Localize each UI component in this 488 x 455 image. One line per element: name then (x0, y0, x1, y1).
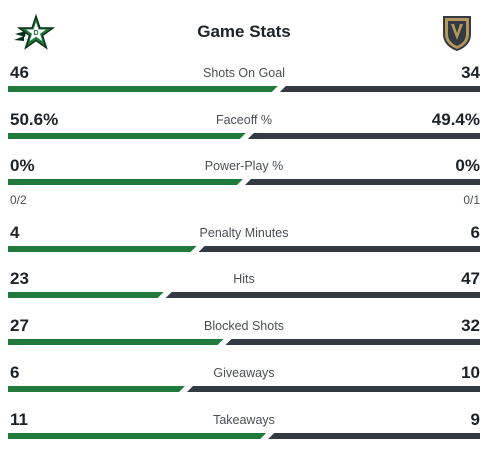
dallas-stars-logo: D (14, 14, 56, 50)
stat-row: 6 Giveaways 10 (0, 362, 488, 408)
comparison-bar (8, 386, 480, 392)
stats-header: D Game Stats (0, 0, 488, 66)
home-bar (8, 292, 164, 298)
home-value: 4 (10, 223, 20, 242)
comparison-bar (8, 86, 480, 92)
stat-row: 11 Takeaways 9 (0, 409, 488, 455)
home-value: 11 (10, 410, 28, 429)
away-bar (247, 133, 480, 139)
away-value: 0% (455, 156, 480, 175)
stat-row: 27 Blocked Shots 32 (0, 315, 488, 361)
away-bar (225, 339, 480, 345)
away-bar (279, 86, 480, 92)
stat-label: Takeaways (213, 413, 275, 427)
away-sub-value: 0/1 (463, 193, 480, 207)
comparison-bar (8, 179, 480, 185)
stat-label: Faceoff % (215, 113, 273, 127)
home-bar (8, 179, 243, 185)
home-value: 46 (10, 63, 29, 82)
comparison-bar (8, 246, 480, 252)
home-value: 0% (10, 156, 35, 175)
away-bar (165, 292, 480, 298)
home-value: 27 (10, 316, 29, 335)
home-bar (8, 339, 224, 345)
home-bar (8, 246, 197, 252)
stat-row: 50.6% Faceoff % 49.4% (0, 109, 488, 155)
page-title: Game Stats (197, 22, 291, 41)
stat-row: 4 Penalty Minutes 6 (0, 222, 488, 268)
home-value: 50.6% (10, 110, 59, 129)
away-bar (187, 386, 480, 392)
stat-label: Hits (233, 272, 255, 286)
stat-label: Blocked Shots (204, 319, 284, 333)
comparison-bar (8, 339, 480, 345)
away-value: 6 (470, 223, 480, 242)
home-bar (8, 386, 185, 392)
home-value: 23 (10, 269, 29, 288)
home-sub-value: 0/2 (10, 193, 27, 207)
away-bar (198, 246, 480, 252)
stat-label: Penalty Minutes (199, 226, 289, 240)
stat-label: Shots On Goal (203, 66, 285, 80)
stat-row: 0% Power-Play % 0% 0/2 0/1 (0, 155, 488, 207)
away-value: 34 (461, 63, 480, 82)
home-bar (8, 86, 278, 92)
comparison-bar (8, 433, 480, 439)
away-value: 47 (461, 269, 480, 288)
stat-label: Power-Play % (204, 159, 284, 173)
stat-label: Giveaways (213, 366, 275, 380)
away-value: 49.4% (431, 110, 480, 129)
away-value: 9 (470, 410, 480, 429)
svg-text:D: D (33, 30, 38, 37)
away-bar (245, 179, 480, 185)
away-bar (268, 433, 480, 439)
stat-row: 23 Hits 47 (0, 268, 488, 314)
vegas-golden-knights-logo (443, 16, 471, 52)
home-value: 6 (10, 363, 20, 382)
away-value: 32 (461, 316, 480, 335)
away-value: 10 (461, 363, 480, 382)
comparison-bar (8, 133, 480, 139)
stat-row: 46 Shots On Goal 34 (0, 62, 488, 108)
comparison-bar (8, 292, 480, 298)
home-bar (8, 133, 246, 139)
home-bar (8, 433, 267, 439)
